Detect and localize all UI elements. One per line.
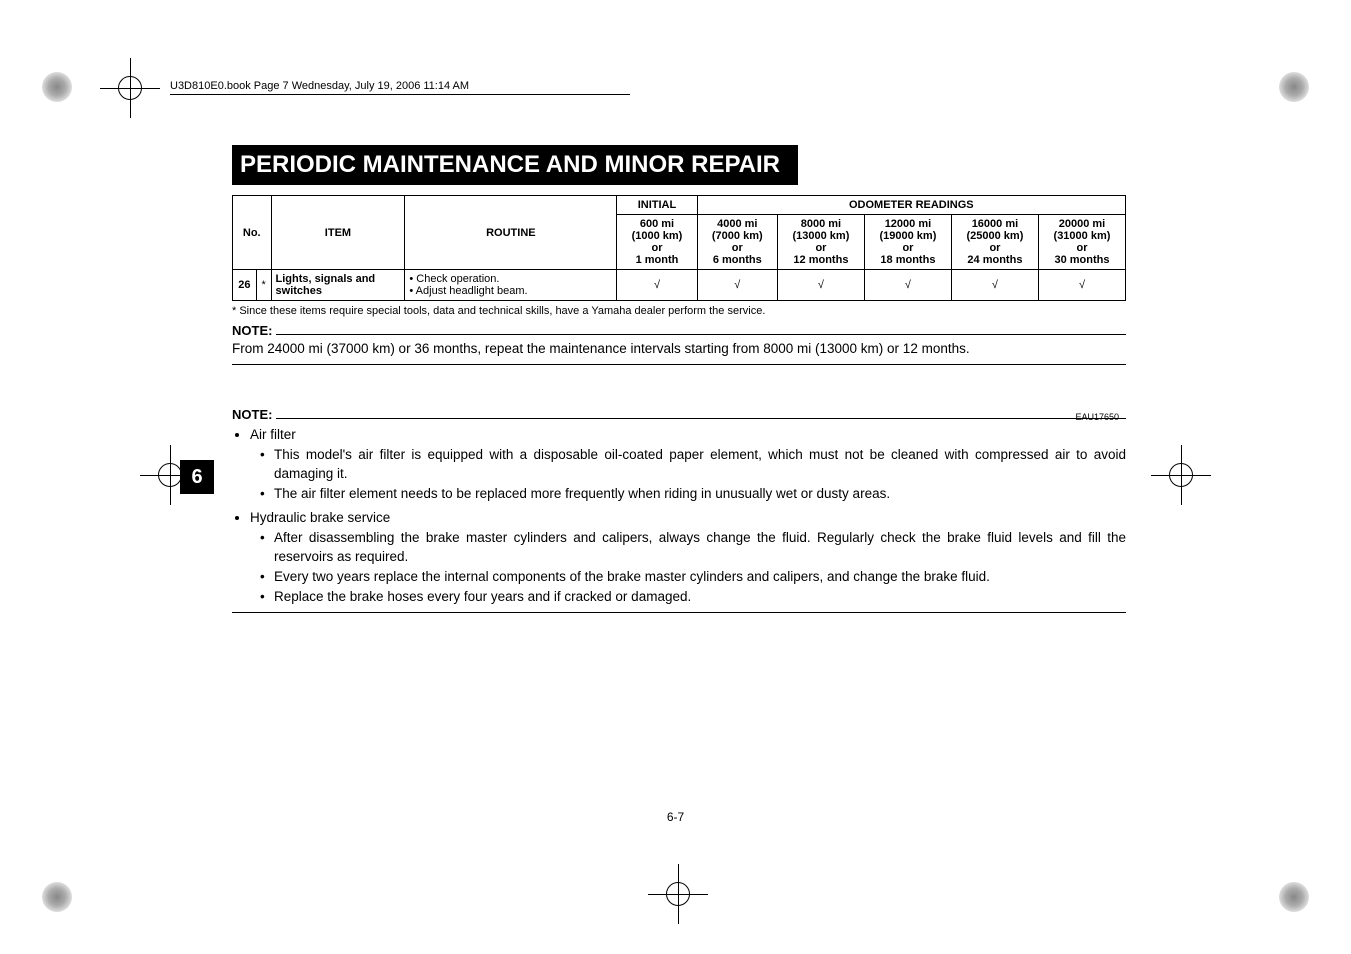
col-3: 12000 mi (19000 km) or 18 months [864,215,951,270]
row-no: 26 [233,270,257,301]
note-2-label: NOTE: [232,407,272,422]
note-1-rule [276,334,1126,335]
bullet-hydraulic: Hydraulic brake service After disassembl… [250,509,1126,606]
book-header-text: U3D810E0.book Page 7 Wednesday, July 19,… [170,80,469,92]
row-c5: √ [1038,270,1125,301]
book-header: U3D810E0.book Page 7 Wednesday, July 19,… [170,80,630,95]
page-number: 6-7 [667,810,684,824]
col-4: 16000 mi (25000 km) or 24 months [951,215,1038,270]
col-1: 4000 mi (7000 km) or 6 months [697,215,777,270]
col-item: ITEM [271,196,405,270]
row-c0: √ [617,270,697,301]
col-5: 20000 mi (31000 km) or 30 months [1038,215,1125,270]
row-star: * [256,270,271,301]
table-row: 26 * Lights, signals and switches • Chec… [233,270,1126,301]
col-routine: ROUTINE [405,196,617,270]
content-area: No. ITEM ROUTINE INITIAL ODOMETER READIN… [232,195,1126,613]
corner-dot-br [1279,882,1309,912]
note-2-body: Air filter This model's air filter is eq… [232,426,1126,606]
col-initial-head: INITIAL [617,196,697,215]
col-2: 8000 mi (13000 km) or 12 months [777,215,864,270]
corner-dot-tr [1279,72,1309,102]
bullet-air-filter-sub2: The air filter element needs to be repla… [264,485,1126,503]
note-1-label: NOTE: [232,323,272,338]
row-c4: √ [951,270,1038,301]
col-initial: 600 mi (1000 km) or 1 month [617,215,697,270]
bullet-hydraulic-sub2: Every two years replace the internal com… [264,568,1126,586]
row-routine: • Check operation. • Adjust headlight be… [405,270,617,301]
bullet-hydraulic-sub1: After disassembling the brake master cyl… [264,529,1126,565]
row-c2: √ [777,270,864,301]
cross-mark-right [1151,445,1211,505]
note-2-header: NOTE: [232,407,1126,422]
corner-dot-tl [42,72,72,102]
row-item: Lights, signals and switches [271,270,405,301]
note-1-header: NOTE: [232,323,1126,338]
corner-dot-bl [42,882,72,912]
cross-mark-bottom [648,864,708,924]
cross-mark-top [100,58,160,118]
row-c1: √ [697,270,777,301]
maintenance-table: No. ITEM ROUTINE INITIAL ODOMETER READIN… [232,195,1126,301]
page-title: PERIODIC MAINTENANCE AND MINOR REPAIR [232,145,798,185]
note-1-text: From 24000 mi (37000 km) or 36 months, r… [232,340,1126,358]
bullet-air-filter-sub1: This model's air filter is equipped with… [264,446,1126,482]
col-odometer-head: ODOMETER READINGS [697,196,1125,215]
bullet-air-filter: Air filter This model's air filter is eq… [250,426,1126,503]
bullet-hydraulic-sub3: Replace the brake hoses every four years… [264,588,1126,606]
row-c3: √ [864,270,951,301]
note-2-end-rule [232,612,1126,613]
table-footnote: * Since these items require special tool… [232,305,1126,317]
chapter-tab: 6 [180,460,214,494]
col-no: No. [233,196,272,270]
note-2-rule [276,418,1126,419]
